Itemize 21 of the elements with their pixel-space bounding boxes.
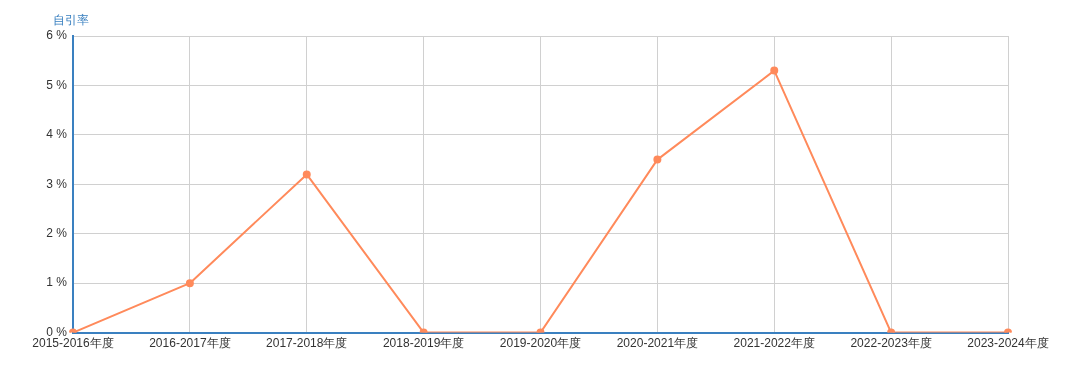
x-tick-label: 2021-2022年度 bbox=[733, 336, 815, 351]
y-tick-label: 3 % bbox=[46, 176, 68, 191]
y-tick-label: 4 % bbox=[46, 127, 68, 142]
x-tick-label: 2023-2024年度 bbox=[967, 336, 1049, 351]
x-tick-label: 2015-2016年度 bbox=[32, 336, 114, 351]
point bbox=[302, 170, 311, 179]
y-tick-label: 1 % bbox=[46, 275, 68, 290]
x-tick-label: 2020-2021年度 bbox=[616, 336, 699, 351]
y-tick-label: 5 % bbox=[46, 77, 68, 92]
x-tick-label: 2022-2023年度 bbox=[850, 336, 932, 351]
x-tick-label: 2016-2017年度 bbox=[149, 336, 231, 351]
y-tick-label: 6 % bbox=[46, 28, 68, 43]
y-tick-label: 2 % bbox=[46, 226, 68, 241]
point bbox=[653, 155, 662, 164]
x-tick-label: 2018-2019年度 bbox=[382, 336, 465, 351]
y-tick-label: 0 % bbox=[46, 324, 68, 339]
point bbox=[185, 279, 194, 288]
x-tick-label: 2017-2018年度 bbox=[266, 336, 348, 351]
x-tick-label: 2019-2020年度 bbox=[499, 336, 582, 351]
point bbox=[770, 66, 779, 75]
y-axis-title: 自引率 bbox=[53, 12, 89, 29]
